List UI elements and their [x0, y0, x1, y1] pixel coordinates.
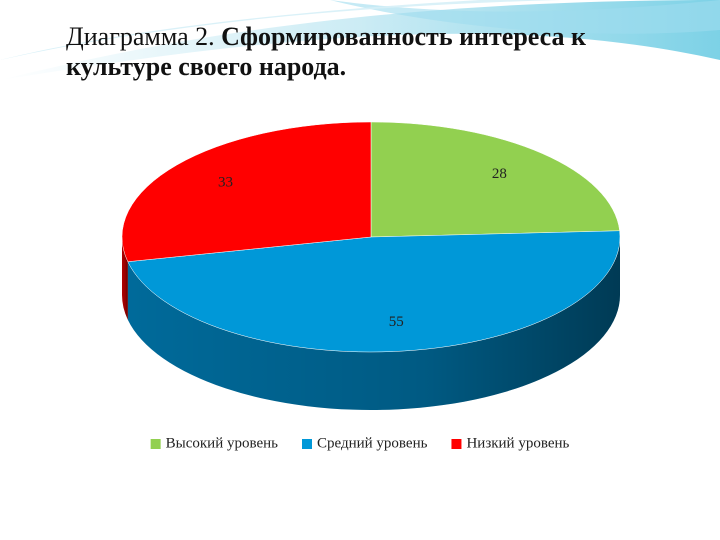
legend-label: Высокий уровень [166, 435, 279, 451]
pie-slice [370, 121, 620, 238]
title-prefix: Диаграмма 2. [66, 22, 215, 51]
legend-swatch [302, 439, 312, 449]
pie-side-shade [122, 237, 128, 320]
decoration [330, 0, 720, 34]
pie-slice [127, 230, 621, 353]
pie-side-shade [127, 237, 621, 410]
title-text: Сформированность интереса к культуре сво… [66, 22, 586, 81]
legend-swatch [150, 439, 161, 449]
legend-label: Средний уровень [317, 435, 428, 451]
data-label: 33 [218, 174, 233, 190]
data-label: 55 [389, 314, 404, 330]
pie-slice [121, 121, 372, 262]
legend-label: Низкий уровень [466, 435, 569, 451]
legend-swatch [451, 439, 462, 449]
chart-title: Диаграмма 2. Сформированность интереса к… [66, 22, 666, 82]
data-label: 28 [492, 166, 507, 182]
